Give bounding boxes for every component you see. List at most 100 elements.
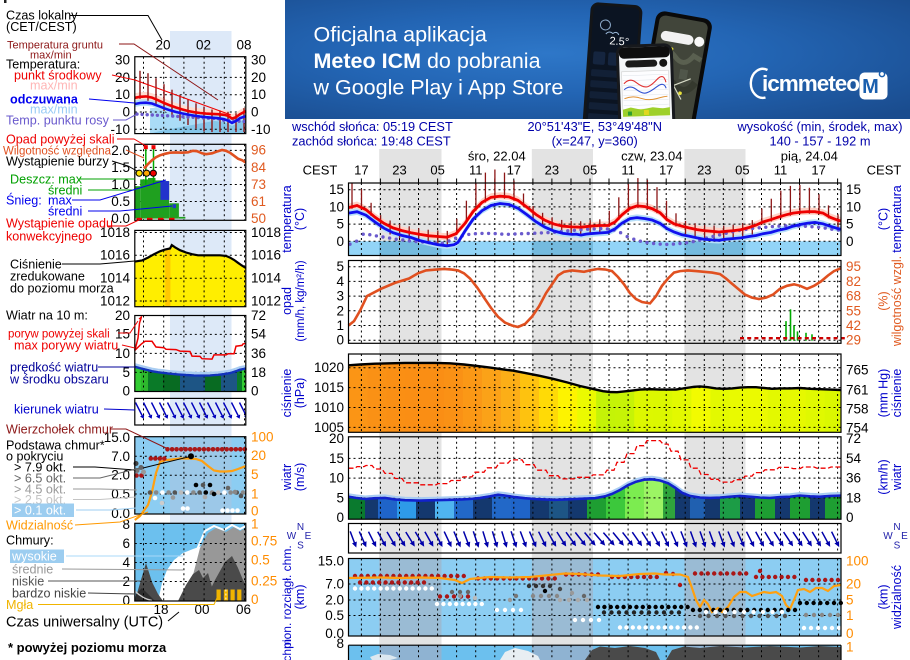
svg-text:3: 3 — [336, 289, 344, 304]
svg-text:0.5: 0.5 — [251, 553, 270, 568]
svg-text:> 7.9 okt.: > 7.9 okt. — [14, 461, 66, 475]
svg-text:1012: 1012 — [251, 294, 281, 309]
svg-text:Ciśnienie: Ciśnienie — [10, 258, 62, 272]
svg-text:17: 17 — [659, 163, 673, 178]
svg-text:0.5: 0.5 — [325, 608, 344, 623]
svg-text:zredukowane: zredukowane — [10, 270, 85, 284]
svg-text:> 0.1 okt.: > 0.1 okt. — [14, 504, 66, 518]
svg-text:odczuwana: odczuwana — [10, 93, 79, 107]
svg-text:10: 10 — [251, 87, 266, 102]
svg-text:20: 20 — [251, 448, 266, 463]
svg-text:0: 0 — [846, 510, 854, 525]
svg-text:0: 0 — [846, 626, 854, 641]
svg-text:0: 0 — [336, 234, 344, 249]
svg-text:W: W — [883, 531, 893, 542]
svg-text:20: 20 — [251, 70, 266, 85]
svg-text:(mm/h, kg/m²/h): (mm/h, kg/m²/h) — [295, 260, 307, 341]
svg-text:> 4.5 okt.: > 4.5 okt. — [14, 483, 66, 497]
svg-text:Wierzchołek chmur: Wierzchołek chmur — [6, 423, 113, 437]
svg-text:0: 0 — [251, 504, 259, 519]
svg-text:w środku obszaru: w środku obszaru — [9, 373, 109, 387]
svg-text:15: 15 — [329, 182, 344, 197]
svg-text:E: E — [305, 531, 312, 542]
svg-text:0.75: 0.75 — [251, 534, 277, 549]
svg-text:5: 5 — [336, 490, 344, 505]
svg-text:wschód słońca: 05:19 CEST: wschód słońca: 05:19 CEST — [291, 119, 453, 134]
svg-text:10: 10 — [329, 199, 344, 214]
svg-text:N: N — [893, 522, 900, 533]
svg-text:Śnieg:: Śnieg: — [6, 193, 42, 208]
svg-text:0: 0 — [251, 384, 259, 399]
svg-text:temperatura: temperatura — [280, 185, 294, 252]
svg-text:754: 754 — [846, 421, 869, 436]
svg-text:0: 0 — [251, 105, 259, 120]
svg-text:0: 0 — [336, 333, 344, 348]
svg-text:-10: -10 — [110, 122, 130, 137]
svg-text:0.25: 0.25 — [251, 574, 277, 589]
svg-text:00: 00 — [194, 602, 209, 617]
svg-text:1: 1 — [846, 608, 854, 623]
svg-text:758: 758 — [846, 402, 869, 417]
svg-text:śro, 22.04: śro, 22.04 — [468, 149, 526, 164]
svg-text:średni: średni — [48, 205, 82, 219]
svg-text:0.0: 0.0 — [111, 211, 130, 226]
svg-text:bardzo niskie: bardzo niskie — [12, 587, 86, 601]
svg-text:prędkość wiatru: prędkość wiatru — [10, 361, 98, 375]
svg-text:5: 5 — [846, 217, 854, 232]
svg-text:poryw powyżej skali: poryw powyżej skali — [8, 329, 110, 341]
svg-text:CEST: CEST — [867, 163, 902, 178]
svg-text:68: 68 — [846, 289, 861, 304]
svg-text:Temp. punktu rosy: Temp. punktu rosy — [6, 114, 110, 128]
svg-text:1.5: 1.5 — [111, 160, 130, 175]
svg-text:1018: 1018 — [251, 225, 281, 240]
svg-text:05: 05 — [735, 163, 749, 178]
svg-text:(x=247, y=360): (x=247, y=360) — [552, 134, 638, 149]
svg-text:(mm Hg): (mm Hg) — [877, 369, 891, 418]
svg-text:CEST: CEST — [303, 163, 338, 178]
svg-text:punkt środkowy: punkt środkowy — [14, 69, 102, 83]
svg-text:0: 0 — [122, 593, 130, 608]
svg-text:1018: 1018 — [100, 225, 130, 240]
svg-text:1005: 1005 — [314, 420, 344, 435]
svg-text:wiatr: wiatr — [280, 464, 294, 491]
svg-text:średni: średni — [48, 184, 82, 198]
svg-text:ciśnienie: ciśnienie — [890, 369, 904, 418]
svg-text:0.5: 0.5 — [111, 194, 130, 209]
svg-text:20: 20 — [846, 577, 861, 592]
svg-text:max/min: max/min — [30, 79, 78, 93]
svg-text:niskie: niskie — [12, 575, 44, 589]
svg-text:73: 73 — [251, 177, 266, 192]
svg-text:widzialność: widzialność — [890, 565, 904, 630]
svg-text:pią, 24.04: pią, 24.04 — [781, 149, 838, 164]
svg-text:(m/s): (m/s) — [293, 463, 307, 491]
svg-text:15: 15 — [846, 182, 861, 197]
svg-text:5: 5 — [336, 259, 344, 274]
svg-text:100: 100 — [251, 430, 274, 445]
svg-text:(hPa): (hPa) — [293, 378, 307, 409]
svg-text:max/min: max/min — [30, 103, 78, 117]
svg-text:max porywy wiatru: max porywy wiatru — [14, 339, 118, 353]
svg-text:1016: 1016 — [251, 248, 281, 263]
svg-text:Opad powyżej skali: Opad powyżej skali — [6, 133, 115, 147]
svg-text:Chmury:: Chmury: — [6, 534, 54, 548]
svg-text:1: 1 — [251, 517, 259, 532]
svg-text:0.5: 0.5 — [111, 487, 130, 502]
svg-text:zachm.: zachm. — [280, 636, 294, 660]
svg-text:15: 15 — [115, 327, 130, 342]
svg-text:02: 02 — [196, 38, 211, 53]
svg-text:2.0: 2.0 — [111, 143, 130, 158]
svg-text:(CET/CEST): (CET/CEST) — [6, 20, 77, 34]
svg-text:765: 765 — [846, 363, 869, 378]
svg-text:M: M — [862, 76, 879, 98]
svg-text:2.0: 2.0 — [325, 593, 344, 608]
svg-text:100: 100 — [846, 554, 869, 569]
svg-text:10: 10 — [329, 471, 344, 486]
svg-text:(°C): (°C) — [877, 208, 891, 230]
svg-text:06: 06 — [236, 602, 251, 617]
svg-text:8: 8 — [122, 517, 130, 532]
svg-text:w Google Play i App Store: w Google Play i App Store — [313, 76, 564, 100]
svg-text:8: 8 — [336, 636, 344, 651]
svg-text:17: 17 — [354, 163, 368, 178]
svg-text:Meteo ICM do pobrania: Meteo ICM do pobrania — [314, 49, 541, 73]
svg-text:6: 6 — [122, 536, 130, 551]
